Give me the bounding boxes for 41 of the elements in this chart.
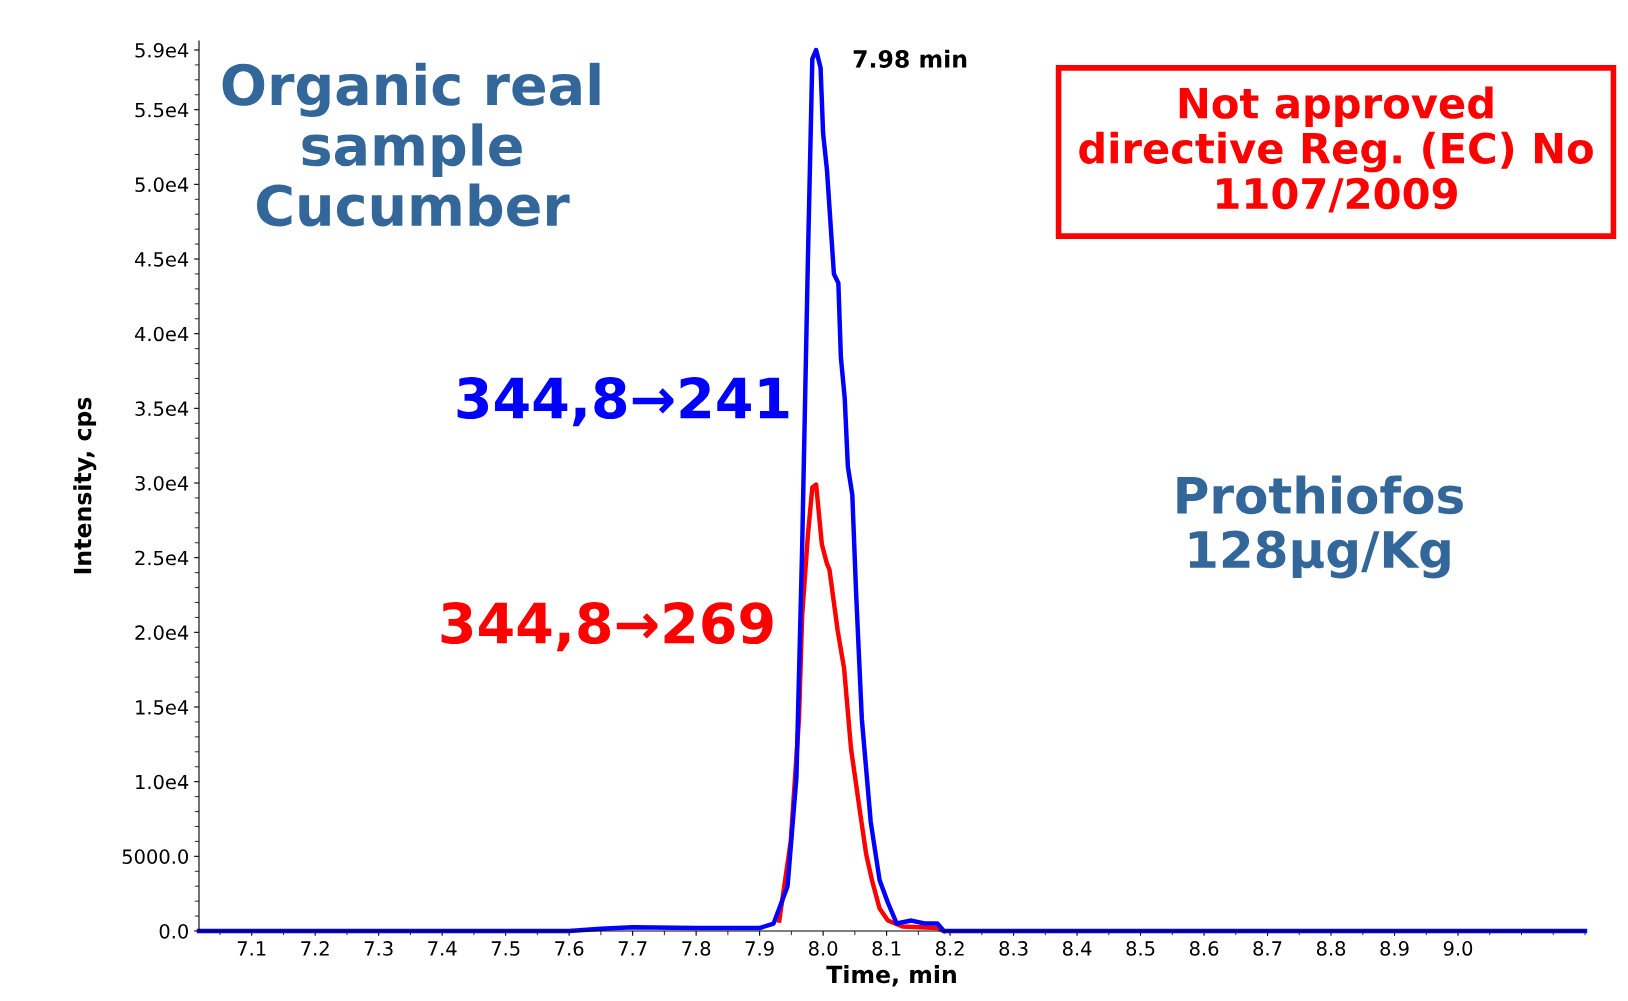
x-tick-label: 8.7 xyxy=(1253,941,1282,956)
x-tick-label: 8.0 xyxy=(808,941,838,956)
x-tick-label: 7.8 xyxy=(682,941,711,956)
annotation: 7.98 min xyxy=(853,49,967,68)
y-tick-label: 4.5e4 xyxy=(134,252,189,267)
y-tick-label: 1.0e4 xyxy=(136,774,189,790)
x-tick-label: 7.9 xyxy=(745,941,774,956)
annotation: Organic real sample Cucumber xyxy=(222,62,600,227)
x-tick-label: 7.6 xyxy=(555,941,584,956)
x-tick-label: 8.3 xyxy=(999,941,1028,956)
x-axis-title: Time, min xyxy=(826,965,956,987)
x-tick-label: 8.6 xyxy=(1189,941,1219,956)
annotation: Not approved directive Reg. (EC) No 1107/2009 xyxy=(1079,86,1593,213)
annotation: Prothiofos 128µg/Kg xyxy=(1177,475,1463,579)
x-tick-label: 9.0 xyxy=(1443,941,1473,956)
x-tick-label: 8.9 xyxy=(1380,941,1409,956)
y-tick-label: 4.0e4 xyxy=(134,326,189,342)
y-axis-title: Intensity, cps xyxy=(73,397,97,574)
x-tick-label: 7.2 xyxy=(301,941,329,956)
x-tick-label: 7.1 xyxy=(237,941,266,956)
y-tick-label: 5000.0 xyxy=(122,849,188,864)
x-tick-label: 8.5 xyxy=(1126,941,1155,956)
x-tick-label: 8.2 xyxy=(935,941,964,956)
x-tick-label: 8.4 xyxy=(1062,941,1092,956)
series-label: 344,8→269 xyxy=(441,602,773,652)
x-tick-label: 8.8 xyxy=(1316,941,1346,956)
y-tick-label: 5.5e4 xyxy=(135,102,189,118)
y-tick-label: 3.0e4 xyxy=(135,475,189,491)
x-tick-label: 7.5 xyxy=(491,941,520,956)
y-tick-label: 2.5e4 xyxy=(135,550,189,566)
y-tick-label: 3.5e4 xyxy=(135,401,189,417)
series-label: 344,8→241 xyxy=(457,377,789,427)
y-tick-label: 1.5e4 xyxy=(136,700,189,715)
x-tick-label: 7.4 xyxy=(428,941,457,956)
x-tick-label: 7.7 xyxy=(618,941,647,956)
y-tick-label: 2.0e4 xyxy=(135,625,189,641)
y-tick-label: 5.9e4 xyxy=(135,42,189,58)
x-tick-label: 8.1 xyxy=(872,941,901,956)
y-tick-label: 0.0 xyxy=(159,923,188,939)
x-tick-label: 7.3 xyxy=(364,941,393,956)
y-tick-label: 5.0e4 xyxy=(135,177,189,193)
